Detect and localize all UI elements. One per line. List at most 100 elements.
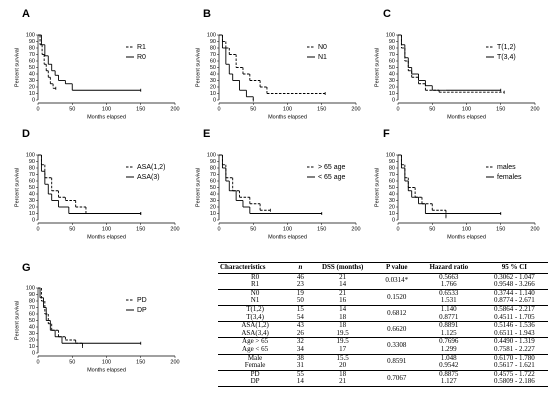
x-tick-label: 150 [136,226,145,232]
results-table: Characteristics n DSS (months) P value Hazar… [218,262,548,387]
p-value: 0.1520 [376,289,417,306]
table-cell: R1 [218,280,293,290]
y-tick-label: 100 [26,152,35,158]
table-cell: 20 [308,361,377,371]
x-tick-label: 50 [250,106,256,112]
y-tick-label: 60 [29,178,35,184]
table-cell: 0.4575 - 1.722 [493,369,535,378]
y-tick-label: 70 [29,52,35,58]
table-cell: 31 [292,361,309,371]
y-tick-label: 10 [29,91,35,97]
table-row: DP 14 21 1.127 0.5809 - 2.186 [218,377,548,387]
y-tick-label: 0 [32,97,35,103]
x-tick-label: 100 [102,226,111,232]
table-cell: 23 [292,280,309,290]
y-tick-label: 50 [29,65,35,71]
table-cell: 1.125 [416,329,481,339]
table-cell: 14 [339,304,347,313]
legend-label: N1 [318,54,327,61]
x-tick-label: 100 [462,226,471,232]
y-tick-label: 70 [210,52,216,58]
table-cell: 0.9548 - 3.266 [480,280,548,290]
p-value: 0.6812 [376,305,417,323]
y-tick-label: 0 [392,97,395,103]
y-axis-label: Percent survival [14,48,20,87]
legend-label: T(1,2) [497,44,516,51]
table-row: Age > 65 32 19.5 0.3308 0.7696 0.4490 - 1.319 [218,337,548,355]
column-header: n [292,262,309,274]
y-tick-label: 70 [29,172,35,178]
table-cell: 0.6170 - 1.780 [493,353,535,362]
p-value: 0.8591 [376,354,417,371]
x-axis-label: Months elapsed [87,234,126,240]
y-tick-label: 100 [207,32,216,38]
table-cell: 50 [292,297,309,306]
y-tick-label: 50 [29,185,35,191]
y-tick-label: 70 [29,305,35,311]
table-cell: 0.8774 - 2.671 [480,297,548,306]
y-tick-label: 80 [29,298,35,304]
y-tick-label: 60 [29,311,35,317]
table-row: Female 31 20 0.9542 0.5617 - 1.621 [218,361,548,371]
x-tick-label: 150 [136,106,145,112]
table-cell: PD [250,369,260,378]
y-tick-label: 30 [210,198,216,204]
table-cell: 19.5 [336,337,349,346]
y-tick-label: 60 [29,58,35,64]
y-tick-label: 90 [29,39,35,45]
table-cell: 46 [296,272,304,281]
table-cell: 34 [292,345,309,355]
y-tick-label: 80 [29,45,35,51]
y-tick-label: 10 [389,211,395,217]
y-tick-label: 10 [389,91,395,97]
y-axis-label: Percent survival [14,168,20,207]
table-cell: 0.7581 - 2.227 [480,345,548,355]
panel-letter: F [383,128,390,140]
y-tick-label: 30 [29,198,35,204]
y-tick-label: 50 [29,318,35,324]
y-tick-label: 80 [389,165,395,171]
x-tick-label: 50 [429,106,435,112]
table-cell: 0.8771 [416,313,481,323]
y-tick-label: 60 [210,178,216,184]
table-cell: 0.5617 - 1.621 [480,361,548,371]
y-tick-label: 90 [29,292,35,298]
legend-label: males [497,164,516,171]
x-tick-label: 100 [462,106,471,112]
table-cell: 21 [339,288,347,297]
x-tick-label: 100 [102,359,111,365]
table-cell: N1 [218,297,293,306]
y-tick-label: 60 [389,178,395,184]
y-tick-label: 60 [210,58,216,64]
x-tick-label: 200 [351,106,360,112]
x-tick-label: 150 [317,106,326,112]
table-row: PD 55 18 0.7067 0.8875 0.4575 - 1.722 [218,369,548,387]
x-tick-label: 50 [69,359,75,365]
x-tick-label: 0 [217,106,220,112]
table-row: ASA(1,2) 43 18 0.6620 0.8891 0.5146 - 1.536 [218,321,548,339]
legend-label: R0 [137,54,146,61]
legend-label: < 65 age [318,174,346,181]
table-cell: 0.6533 [439,288,459,297]
table-cell: 18 [339,369,347,378]
y-tick-label: 20 [29,204,35,210]
y-tick-label: 80 [389,45,395,51]
y-axis-label: Percent survival [14,301,20,340]
table-row: N1 50 16 1.531 0.8774 - 2.671 [218,297,548,306]
table-cell: 0.3062 - 1.047 [493,272,535,281]
table-cell: 0.3744 - 1.140 [493,288,535,297]
x-tick-label: 50 [69,226,75,232]
table-cell: T(1,2) [246,304,264,313]
table-row: Male 38 15.5 0.8591 1.048 0.6170 - 1.780 [218,353,548,371]
table-cell: 18 [339,321,347,330]
table-cell: T(3,4) [218,313,293,323]
y-tick-label: 30 [210,78,216,84]
panel-letter: E [203,128,210,140]
table-cell: Age > 65 [242,337,269,346]
column-header: P value [376,262,417,274]
y-tick-label: 90 [389,39,395,45]
y-tick-label: 20 [210,204,216,210]
